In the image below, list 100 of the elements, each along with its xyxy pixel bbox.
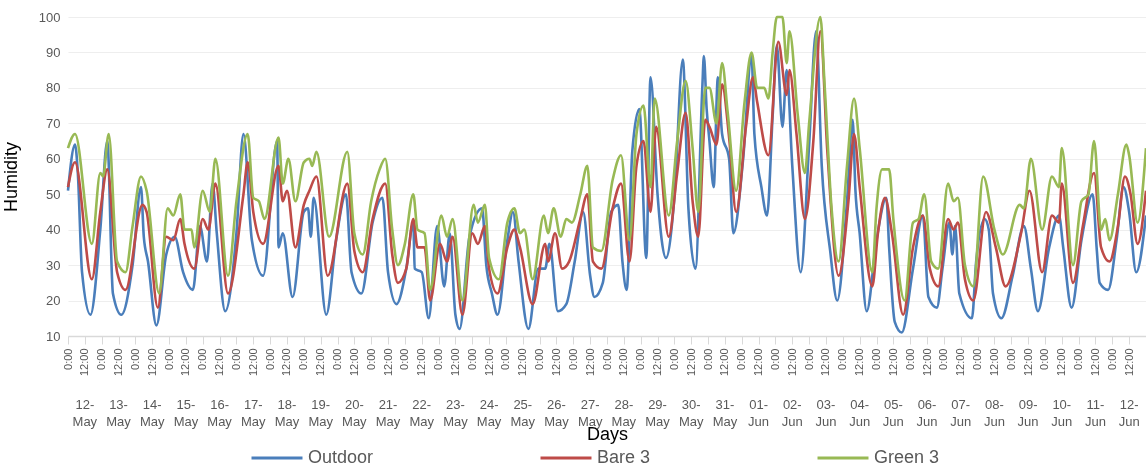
x-tick-label: 0:00: [297, 348, 310, 370]
x-tick-label: 0:00: [971, 348, 984, 370]
x-tick-label: 12:00: [549, 348, 562, 377]
x-tick-label: 0:00: [128, 348, 141, 370]
x-tick-label: 0:00: [937, 348, 950, 370]
x-tick-label: 12:00: [785, 348, 798, 377]
x2-tick-label: 05-Jun: [882, 397, 904, 429]
x2-tick-label: 09-Jun: [1017, 397, 1039, 429]
x-tick-label: 12:00: [1021, 348, 1034, 377]
x2-tick-label: 14-May: [139, 397, 165, 429]
x-tick-label: 12:00: [482, 348, 495, 377]
x-tick-label: 0:00: [667, 348, 680, 370]
x2-tick-label: 01-Jun: [748, 397, 770, 429]
x-tick-label: 12:00: [617, 348, 630, 377]
x-tick-label: 12:00: [920, 348, 933, 377]
x-tick-label: 12:00: [954, 348, 967, 377]
x-tick-label: 12:00: [213, 348, 226, 377]
y-tick-label: 100: [38, 9, 61, 25]
x-tick-label: 12:00: [819, 348, 832, 377]
x-tick-label: 0:00: [802, 348, 815, 370]
x2-tick-label: 19-May: [308, 397, 334, 429]
x-tick-label: 12:00: [246, 348, 259, 377]
x-tick-label: 12:00: [1122, 348, 1135, 377]
x-tick-label: 12:00: [651, 348, 664, 377]
x-tick-label: 0:00: [1072, 348, 1085, 370]
x-tick-label: 0:00: [95, 348, 108, 370]
x-tick-label: 0:00: [1038, 348, 1051, 370]
x-tick-label: 12:00: [145, 348, 158, 377]
x-tick-label: 12:00: [179, 348, 192, 377]
x2-tick-label: 23-May: [443, 397, 469, 429]
x-tick-label: 12:00: [448, 348, 461, 377]
x-tick-label: 0:00: [1105, 348, 1118, 370]
x-tick-label: 0:00: [398, 348, 411, 370]
legend-label: Bare 3: [597, 447, 651, 466]
x2-tick-label: 21-May: [375, 397, 401, 429]
legend-label: Green 3: [874, 447, 940, 466]
x-tick-label: 0:00: [836, 348, 849, 370]
x2-tick-label: 28-May: [611, 397, 637, 429]
x2-tick-label: 17-May: [241, 397, 267, 429]
x2-tick-label: 20-May: [342, 397, 368, 429]
x-tick-label: 0:00: [870, 348, 882, 370]
x-tick-label: 12:00: [516, 348, 529, 377]
x-tick-label: 12:00: [1088, 348, 1101, 377]
x-tick-label: 0:00: [432, 348, 445, 370]
x2-tick-label: 04-Jun: [849, 397, 871, 429]
y-tick-label: 80: [46, 80, 61, 96]
x-tick-label: 12:00: [886, 348, 899, 377]
x-tick-label: 0:00: [364, 348, 377, 370]
x-tick-label: 0:00: [229, 348, 242, 370]
x2-tick-label: 07-Jun: [950, 397, 972, 429]
x2-tick-label: 16-May: [207, 397, 233, 429]
legend-label: Outdoor: [308, 447, 374, 466]
x2-tick-label: 29-May: [645, 397, 671, 429]
x2-tick-label: 30-May: [678, 397, 704, 429]
y-tick-label: 30: [46, 257, 61, 273]
y-tick-label: 60: [46, 151, 61, 167]
x-tick-label: 12:00: [347, 348, 360, 377]
x2-tick-label: 11-Jun: [1084, 397, 1106, 429]
x-tick-label: 12:00: [112, 348, 125, 377]
x-tick-label: 0:00: [1004, 348, 1017, 370]
x2-tick-label: 18-May: [274, 397, 300, 429]
x-tick-label: 12:00: [583, 348, 596, 377]
x-tick-label: 12:00: [280, 348, 293, 377]
x2-tick-label: 02-Jun: [781, 397, 803, 429]
x2-tick-label: 22-May: [409, 397, 435, 429]
x-tick-label: 0:00: [162, 348, 175, 370]
x-tick-label: 12:00: [684, 348, 697, 377]
x2-tick-label: 12-May: [72, 397, 98, 429]
x-tick-label: 12:00: [1055, 348, 1068, 377]
x-tick-label: 12:00: [853, 348, 866, 377]
x2-tick-label: 12-Jun: [1118, 397, 1140, 429]
x-tick-label: 0:00: [768, 348, 781, 370]
y-tick-label: 40: [46, 222, 61, 238]
x2-tick-label: 06-Jun: [916, 397, 938, 429]
x2-tick-label: 03-Jun: [815, 397, 837, 429]
x2-tick-label: 24-May: [476, 397, 502, 429]
x-tick-label: 12:00: [78, 348, 91, 377]
x-tick-label: 0:00: [903, 348, 916, 370]
x-tick-label: 0:00: [701, 348, 714, 370]
y-tick-label: 10: [46, 328, 61, 344]
x-tick-label: 0:00: [331, 348, 343, 370]
x2-tick-label: 13-May: [106, 397, 132, 429]
x-tick-label: 0:00: [735, 348, 748, 370]
x2-tick-label: 25-May: [510, 397, 536, 429]
y-tick-label: 90: [46, 44, 61, 60]
x-tick-label: 0:00: [634, 348, 647, 370]
y-tick-label: 20: [46, 293, 61, 309]
x-tick-label: 12:00: [752, 348, 765, 377]
x-tick-label: 0:00: [61, 348, 74, 370]
x2-tick-label: 26-May: [544, 397, 570, 429]
x-tick-label: 0:00: [196, 348, 209, 370]
x-tick-label: 0:00: [566, 348, 579, 370]
x-tick-label: 12:00: [987, 348, 1000, 377]
x-tick-label: 0:00: [600, 348, 613, 370]
x2-tick-label: 31-May: [712, 397, 738, 429]
x-tick-label: 12:00: [718, 348, 731, 377]
x2-tick-label: 08-Jun: [983, 397, 1005, 429]
x2-tick-label: 15-May: [173, 397, 199, 429]
x-tick-label: 12:00: [381, 348, 394, 377]
x-tick-label: 0:00: [499, 348, 512, 370]
